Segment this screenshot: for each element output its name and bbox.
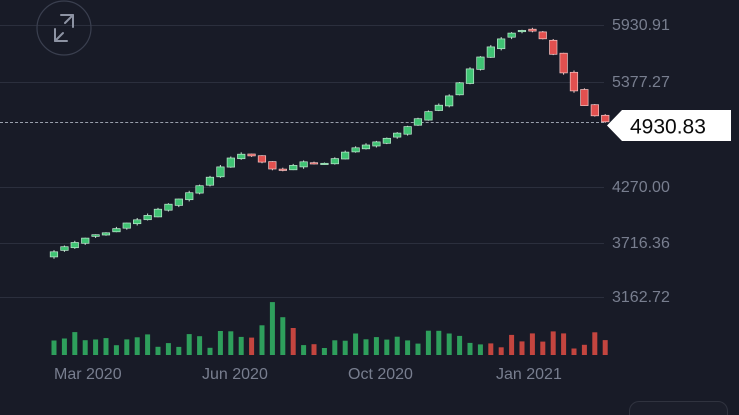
svg-text:4930.83: 4930.83 [630, 116, 706, 139]
